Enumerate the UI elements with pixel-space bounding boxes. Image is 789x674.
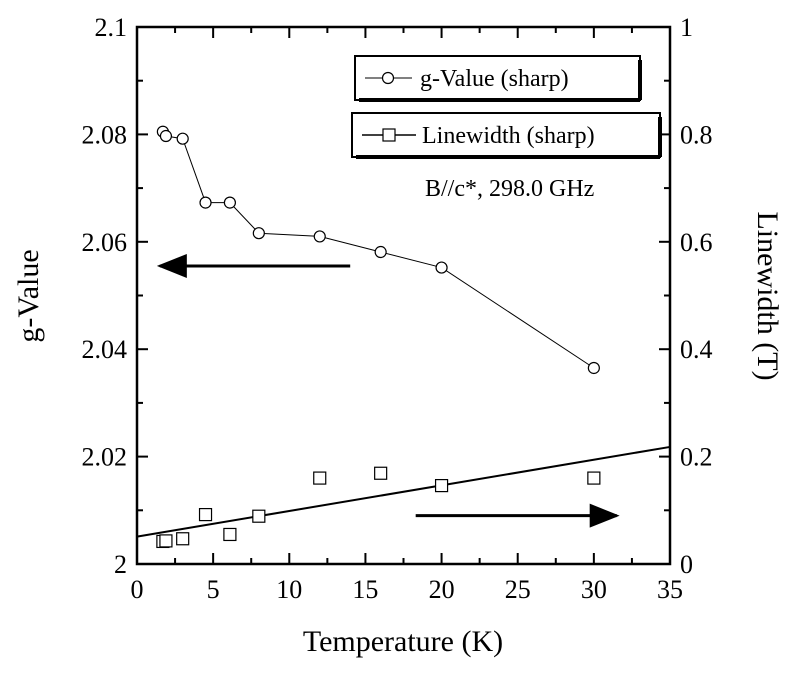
linewidth-point — [252, 509, 266, 523]
x-tick-label: 25 — [505, 575, 531, 604]
x-tick-label: 0 — [131, 575, 144, 604]
g-value-point — [374, 245, 387, 259]
linewidth-point — [374, 466, 388, 480]
g-value-point — [313, 230, 326, 243]
x-tick-label: 15 — [352, 575, 378, 604]
measurement-annotation: B//c*, 298.0 GHz — [425, 176, 594, 202]
x-axis-title: Temperature (K) — [303, 625, 503, 658]
linewidth-point — [223, 527, 237, 542]
linewidth-point — [313, 471, 327, 485]
g-value-point — [159, 129, 173, 143]
y-right-tick-label: 0 — [680, 550, 693, 579]
y-right-tick-label: 0.6 — [680, 228, 713, 257]
legend-linewidth-marker — [382, 128, 396, 142]
g-value-point — [199, 196, 212, 209]
y-left-tick-label: 2.08 — [82, 120, 128, 149]
right-y-axis-title: Linewidth (T) — [751, 211, 784, 380]
y-right-tick-label: 0.2 — [680, 443, 713, 472]
g-value-point — [223, 196, 236, 209]
y-right-tick-label: 0.8 — [680, 120, 713, 149]
legend-linewidth-label: Linewidth (sharp) — [422, 123, 595, 149]
linewidth-point — [587, 471, 601, 485]
g-value-point — [176, 132, 189, 145]
g-value-point — [435, 261, 448, 274]
linewidth-point — [176, 532, 190, 546]
g-value-point — [252, 227, 265, 240]
x-tick-label: 35 — [657, 575, 683, 604]
linewidth-point — [434, 478, 449, 493]
y-left-tick-label: 2.02 — [82, 443, 128, 472]
x-tick-label: 10 — [276, 575, 302, 604]
x-tick-label: 30 — [581, 575, 607, 604]
y-left-tick-label: 2.1 — [95, 13, 128, 42]
y-right-tick-label: 0.4 — [680, 335, 713, 364]
legend-g-value-marker — [381, 71, 395, 85]
g-value-point — [587, 361, 600, 375]
y-left-tick-label: 2.04 — [82, 335, 128, 364]
g-value-series-line — [162, 131, 595, 369]
legend-entry-linewidth: Linewidth (sharp) — [351, 112, 662, 159]
y-left-tick-label: 2.06 — [82, 228, 128, 257]
x-tick-label: 5 — [207, 575, 220, 604]
x-tick-label: 20 — [429, 575, 455, 604]
legend-g-value-label: g-Value (sharp) — [420, 66, 569, 92]
linewidth-fit-line — [136, 445, 671, 538]
y-left-tick-label: 2 — [114, 550, 127, 579]
left-y-axis-title: g-Value — [12, 249, 45, 342]
linewidth-point — [198, 507, 213, 522]
linewidth-point — [159, 534, 173, 548]
y-right-tick-label: 1 — [680, 13, 693, 42]
legend-entry-g-value: g-Value (sharp) — [354, 55, 642, 102]
